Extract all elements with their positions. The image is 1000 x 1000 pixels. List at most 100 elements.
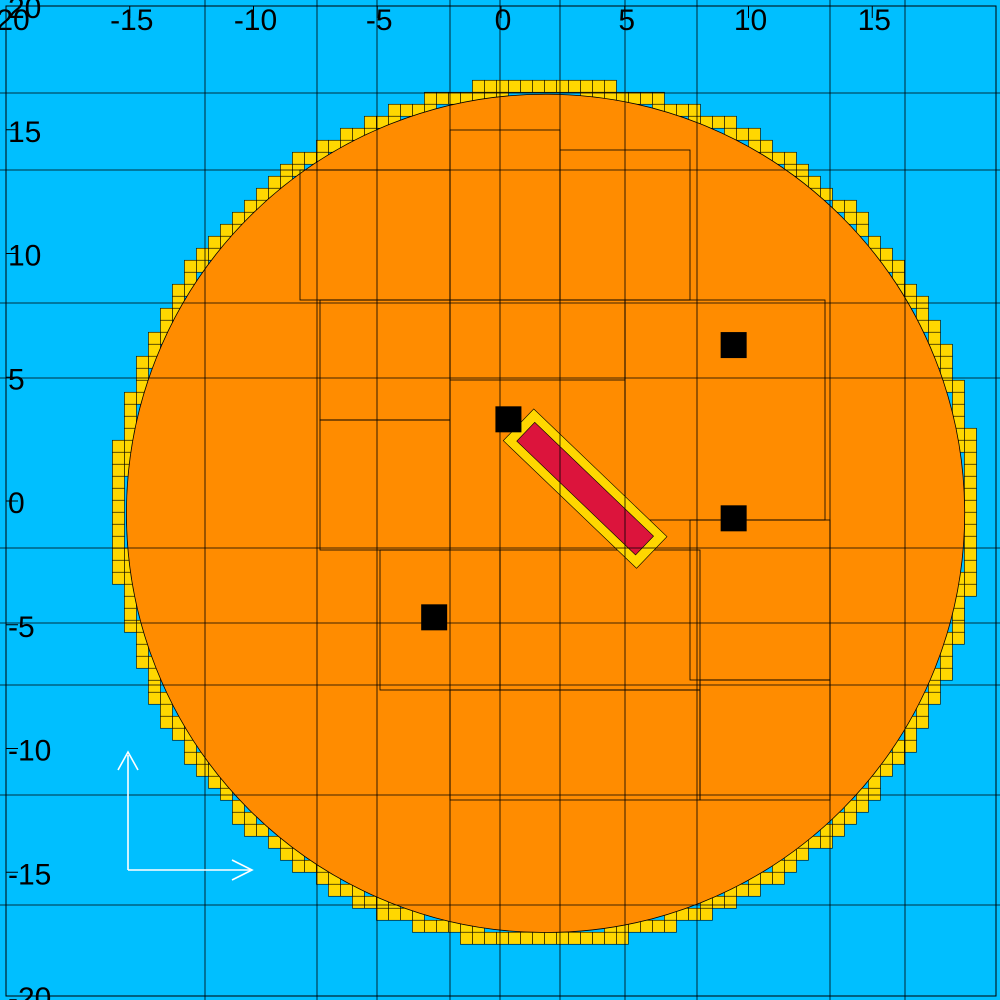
rim-cell [772,871,785,885]
rim-cell [748,127,761,141]
x-tick-label: -20 [0,4,30,37]
rim-cell [868,787,881,801]
rim-cell [196,247,209,261]
x-tick-label: 15 [858,4,891,37]
rim-cell [472,931,485,945]
rim-cell [724,895,737,909]
rim-cell [424,91,437,105]
rim-cell [172,283,185,297]
rim-cell [124,415,137,429]
rim-cell [544,931,557,945]
rim-cell [160,703,173,717]
rim-cell [676,103,689,117]
rim-cell [964,427,977,441]
rim-cell [256,823,269,837]
rim-cell [964,439,977,453]
rim-cell [232,811,245,825]
rim-cell [784,859,797,873]
rim-cell [844,811,857,825]
rim-cell [112,439,125,453]
rim-cell [484,79,497,93]
rim-cell [568,931,581,945]
rim-cell [316,139,329,153]
rim-cell [232,211,245,225]
rim-cell [904,727,917,741]
rim-cell [328,883,341,897]
rim-cell [136,655,149,669]
rim-cell [532,79,545,93]
rim-cell [928,319,941,333]
marker-points [421,332,747,631]
rim-cell [292,151,305,165]
coordinate-arrows-icon [117,750,254,881]
x-tick-label: 5 [618,4,635,37]
y-tick-label: 10 [8,240,41,273]
rim-cell [124,619,137,633]
rim-cell [904,739,917,753]
rim-cell [964,463,977,477]
rim-cell [928,679,941,693]
rim-cell [580,79,593,93]
rim-cell [880,763,893,777]
rim-cell [124,607,137,621]
rim-cell [112,463,125,477]
rim-cell [304,151,317,165]
rim-cell [112,451,125,465]
rim-cell [148,691,161,705]
disc-fill [126,93,966,933]
rim-cell [964,523,977,537]
marker-square [720,332,747,359]
rim-cell [256,187,269,201]
rim-cell [484,931,497,945]
rim-cell [892,751,905,765]
rim-cell [208,235,221,249]
rim-cell [556,79,569,93]
rim-cell [124,403,137,417]
axis-tick-labels: -20 -15 -10 -5 0 5 10 15 20 15 10 5 0 -5 -10 -15 -20 [0,0,891,1000]
rim-cell [952,379,965,393]
rim-cell [964,571,977,585]
y-tick-label: -15 [8,858,51,891]
rim-cell [400,103,413,117]
rim-cell [124,595,137,609]
rim-cell [964,547,977,561]
rim-cell [844,199,857,213]
rim-cell [640,919,653,933]
rim-cell [856,799,869,813]
rim-cell [820,835,833,849]
rim-cell [700,907,713,921]
rim-cell [136,355,149,369]
rim-cell [940,667,953,681]
rim-cell [784,151,797,165]
y-arrow-head [117,750,139,771]
rim-cell [496,931,509,945]
refined-disc-region [112,79,977,945]
core-band [516,421,654,556]
rim-cell [904,283,917,297]
rim-cell [652,919,665,933]
rim-cell [808,175,821,189]
rim-cell [964,487,977,501]
x-arrow-head [231,859,254,881]
rim-cell [424,919,437,933]
rim-cell [220,223,233,237]
y-tick-label: 20 [8,0,41,25]
rim-cell [964,583,977,597]
rim-cell [964,511,977,525]
rim-cell [148,679,161,693]
x-tick-label: -10 [234,4,277,37]
rim-cell [928,691,941,705]
rim-cell [172,727,185,741]
rim-cell [220,787,233,801]
rim-cell [112,475,125,489]
rim-cell [796,847,809,861]
rim-cell [952,631,965,645]
rim-cell [820,187,833,201]
y-tick-label: 0 [8,487,25,520]
y-tick-label: -5 [8,611,35,644]
y-tick-label: 15 [8,116,41,149]
rim-cell [892,259,905,273]
rim-cell [712,895,725,909]
rim-cell [736,883,749,897]
rim-cell [112,499,125,513]
